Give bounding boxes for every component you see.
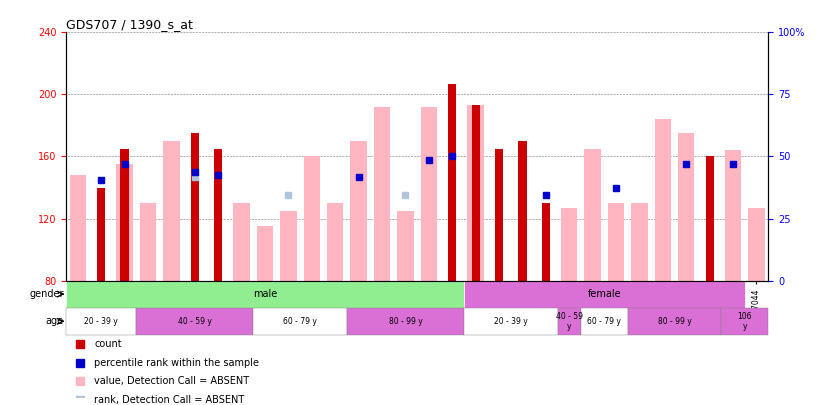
Bar bbox=[655, 119, 671, 281]
Text: GDS707 / 1390_s_at: GDS707 / 1390_s_at bbox=[66, 18, 193, 31]
Bar bbox=[69, 175, 86, 281]
Bar bbox=[327, 203, 344, 281]
Bar bbox=[164, 141, 179, 281]
Text: value, Detection Call = ABSENT: value, Detection Call = ABSENT bbox=[94, 376, 249, 386]
Bar bbox=[116, 164, 133, 281]
Text: 60 - 79 y: 60 - 79 y bbox=[587, 317, 621, 326]
FancyBboxPatch shape bbox=[347, 308, 464, 335]
Text: 80 - 99 y: 80 - 99 y bbox=[388, 317, 422, 326]
Bar bbox=[234, 203, 249, 281]
Text: female: female bbox=[587, 289, 621, 299]
Text: 20 - 39 y: 20 - 39 y bbox=[84, 317, 118, 326]
Bar bbox=[257, 226, 273, 281]
Bar bbox=[519, 141, 526, 281]
Text: count: count bbox=[94, 339, 121, 349]
Bar bbox=[374, 107, 390, 281]
Bar bbox=[472, 105, 480, 281]
FancyBboxPatch shape bbox=[464, 281, 745, 308]
Bar bbox=[214, 149, 222, 281]
Bar bbox=[542, 203, 550, 281]
Bar bbox=[468, 105, 484, 281]
Bar bbox=[280, 211, 297, 281]
FancyBboxPatch shape bbox=[581, 308, 628, 335]
Bar bbox=[304, 156, 320, 281]
Bar bbox=[140, 203, 156, 281]
Bar bbox=[705, 156, 714, 281]
FancyBboxPatch shape bbox=[136, 308, 254, 335]
FancyBboxPatch shape bbox=[66, 281, 464, 308]
FancyBboxPatch shape bbox=[721, 308, 768, 335]
Text: 60 - 79 y: 60 - 79 y bbox=[283, 317, 317, 326]
Bar bbox=[631, 203, 648, 281]
Text: 20 - 39 y: 20 - 39 y bbox=[494, 317, 528, 326]
Bar bbox=[725, 150, 741, 281]
Bar bbox=[397, 211, 414, 281]
Bar bbox=[608, 203, 624, 281]
Text: gender: gender bbox=[29, 289, 64, 299]
Bar bbox=[585, 149, 601, 281]
Text: male: male bbox=[253, 289, 278, 299]
Bar bbox=[495, 149, 503, 281]
Text: percentile rank within the sample: percentile rank within the sample bbox=[94, 358, 259, 368]
FancyBboxPatch shape bbox=[628, 308, 721, 335]
Bar bbox=[420, 107, 437, 281]
Text: 106
y: 106 y bbox=[738, 311, 752, 331]
Bar bbox=[748, 208, 765, 281]
Text: age: age bbox=[45, 316, 64, 326]
FancyBboxPatch shape bbox=[464, 308, 558, 335]
FancyBboxPatch shape bbox=[558, 308, 581, 335]
Text: 40 - 59
y: 40 - 59 y bbox=[556, 311, 583, 331]
Bar bbox=[97, 188, 105, 281]
Bar bbox=[561, 208, 577, 281]
Bar bbox=[191, 133, 199, 281]
Bar bbox=[449, 83, 456, 281]
Text: 80 - 99 y: 80 - 99 y bbox=[657, 317, 691, 326]
FancyBboxPatch shape bbox=[66, 308, 136, 335]
Bar bbox=[350, 141, 367, 281]
Text: 40 - 59 y: 40 - 59 y bbox=[178, 317, 211, 326]
Text: rank, Detection Call = ABSENT: rank, Detection Call = ABSENT bbox=[94, 395, 244, 405]
FancyBboxPatch shape bbox=[254, 308, 347, 335]
Bar bbox=[121, 149, 129, 281]
Bar bbox=[678, 133, 695, 281]
